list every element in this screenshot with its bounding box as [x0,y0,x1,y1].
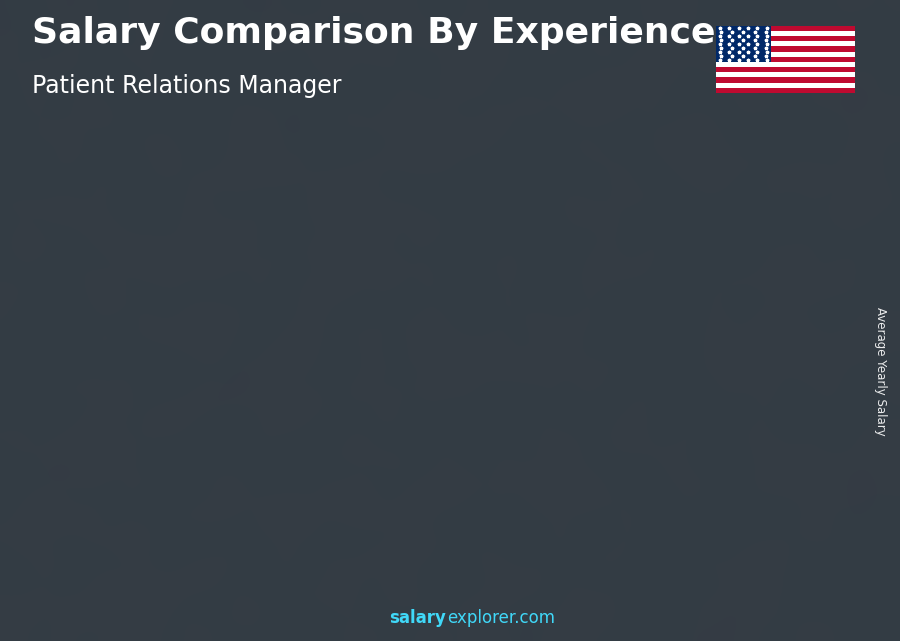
Bar [716,78,855,83]
Bar [476,286,543,558]
Text: +7%: +7% [549,229,598,248]
Bar [716,26,771,62]
Bar [800,247,807,558]
Bar [543,286,551,558]
Bar [415,340,422,558]
Bar [729,0,804,256]
Bar [671,267,680,558]
Bar [716,72,855,78]
Bar [158,435,166,558]
Bar [716,51,855,56]
Text: +24%: +24% [414,265,477,283]
Bar [716,83,855,88]
Text: Average Yearly Salary: Average Yearly Salary [874,308,886,436]
Bar [220,399,286,558]
Text: 180,000 USD: 180,000 USD [599,248,687,261]
Bar [716,41,855,46]
Text: salary: salary [389,609,446,627]
Bar [601,0,675,276]
Text: Salary Comparison By Experience: Salary Comparison By Experience [32,16,715,50]
Text: +29%: +29% [158,367,220,386]
Bar [91,435,158,558]
Bar [716,62,855,67]
Text: 168,000 USD: 168,000 USD [472,267,558,281]
Bar [716,31,855,36]
Bar [716,56,855,62]
Text: 98,100 USD: 98,100 USD [214,381,293,394]
Bar [87,315,162,438]
Bar [348,340,415,558]
Text: 192,000 USD: 192,000 USD [728,229,814,242]
Bar [286,399,294,558]
Bar [472,22,547,294]
Bar [716,46,855,51]
Text: Patient Relations Manager: Patient Relations Manager [32,74,341,97]
Text: 135,000 USD: 135,000 USD [343,320,430,334]
Bar [716,88,855,93]
Text: explorer.com: explorer.com [447,609,555,627]
Bar [733,247,800,558]
Bar [216,246,290,404]
Text: 76,300 USD: 76,300 USD [80,415,158,429]
Text: +38%: +38% [285,320,348,338]
Bar [716,67,855,72]
Text: +7%: +7% [678,210,727,229]
Bar [716,36,855,41]
Bar [344,128,418,346]
Bar [716,26,855,31]
Bar [605,267,671,558]
